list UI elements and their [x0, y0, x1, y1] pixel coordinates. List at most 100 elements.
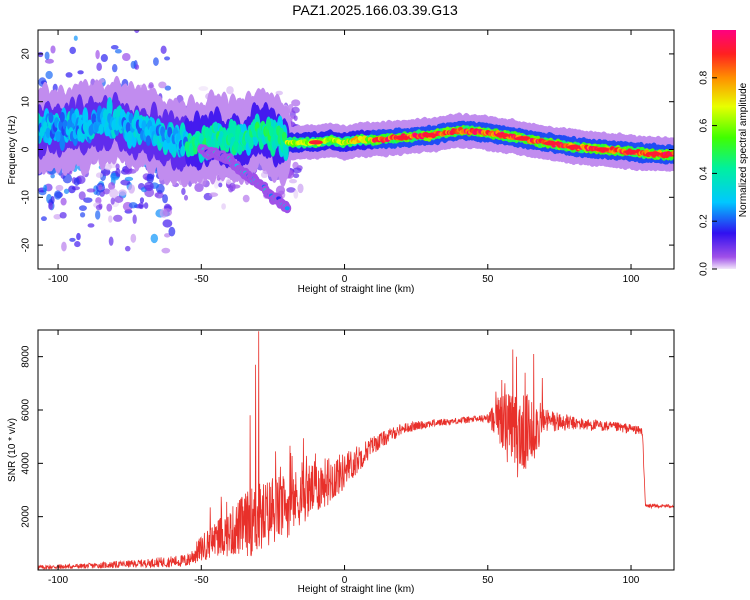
- spectrogram-noise-cell: [221, 203, 226, 210]
- spectrogram-ridge-cell: [127, 130, 133, 142]
- spectrogram-noise-cell: [162, 208, 172, 217]
- spectrogram-noise-cell: [292, 167, 302, 174]
- colorbar-tick-label: 0.2: [699, 214, 710, 228]
- spectrogram-peak-cell: [394, 135, 409, 140]
- spectrogram-noise-cell: [122, 52, 131, 62]
- spectrogram-noise-cell: [208, 192, 219, 197]
- spectrogram-ridge-cell: [48, 112, 54, 123]
- spectrogram-noise-cell: [98, 184, 103, 191]
- spectrogram-ridge-cell: [213, 121, 219, 133]
- colorbar-tick-label: 0.6: [699, 118, 710, 132]
- spectrogram-peak-cell: [566, 144, 581, 150]
- spectrogram-noise-cell: [289, 179, 298, 184]
- spectrogram-ridge-cell: [233, 140, 239, 152]
- spectrogram-ridge-cell: [281, 131, 287, 143]
- spectrogram-x-label: Height of straight line (km): [298, 284, 415, 295]
- spectrogram-noise-cell: [214, 181, 219, 189]
- spectrogram-noise-cell: [194, 182, 204, 193]
- snr-x-ticks: -100 -50 0 50 100: [48, 330, 640, 586]
- spectrogram-noise-cell: [146, 173, 154, 184]
- spectrogram-noise-cell: [292, 173, 300, 179]
- spectrogram-noise-cell: [124, 245, 131, 252]
- spectrogram-noise-cell: [230, 184, 241, 189]
- spectrogram-noise-cell: [168, 226, 176, 237]
- spectrogram-noise-cell: [110, 197, 115, 205]
- spectrogram-noise-cell: [226, 86, 234, 95]
- spectrogram-peak-cell: [515, 136, 530, 141]
- spectrogram-noise-cell: [108, 182, 116, 191]
- spectrogram-ridge-cell: [125, 122, 131, 133]
- spectrogram-peak-cell: [624, 149, 639, 155]
- spectrogram-noise-cell: [158, 81, 167, 89]
- spectrogram-ridge-cell: [168, 142, 174, 154]
- spectrogram-noise-cell: [76, 232, 81, 241]
- spectrogram-noise-cell: [292, 161, 299, 170]
- spectrogram-noise-cell: [115, 163, 120, 170]
- spectrogram-noise-cell: [78, 205, 87, 211]
- colorbar-tick-label: 0.0: [699, 262, 710, 276]
- spectrogram-noise-cell: [114, 49, 122, 54]
- spectrogram-noise-cell: [104, 163, 112, 171]
- spectrogram-y-label: Frequency (Hz): [7, 116, 18, 185]
- spectrogram-noise-cell: [38, 51, 44, 58]
- spectrogram-noise-cell: [108, 215, 113, 223]
- spectrogram-noise-cell: [128, 184, 135, 194]
- snr-y-ticks: 2000 4000 6000 8000: [21, 345, 674, 528]
- spectrogram-noise-cell: [115, 168, 121, 177]
- spectrogram-noise-cell: [124, 176, 134, 182]
- colorbar-tick-label: 0.4: [699, 166, 710, 180]
- spectrogram-y-ticks: -20 -10 0 10 20: [21, 48, 674, 252]
- spectrogram-noise-cell: [242, 194, 250, 203]
- spectrogram-noise-cell: [95, 210, 101, 220]
- spectrogram-noise-cell: [95, 49, 100, 60]
- spectrogram-noise-cell: [138, 202, 144, 210]
- spectrogram-noise-cell: [86, 188, 96, 193]
- spectrogram-noise-cell: [144, 181, 154, 192]
- spectrogram-noise-cell: [59, 211, 67, 219]
- spectrogram-noise-cell: [53, 190, 62, 200]
- snr-series-line: [38, 331, 674, 570]
- spectrogram-y-tick-label: -10: [21, 190, 32, 205]
- snr-y-label: SNR (10 * v/v): [7, 418, 18, 482]
- spectrogram-noise-cell: [79, 212, 86, 218]
- spectrogram-noise-cell: [161, 247, 171, 254]
- spectrogram-noise-cell: [69, 46, 76, 55]
- spectrogram-noise-cell: [48, 202, 53, 210]
- spectrogram-noise-cell: [293, 189, 299, 199]
- snr-y-tick-label: 4000: [21, 452, 32, 475]
- spectrogram-noise-cell: [181, 187, 186, 196]
- spectrogram-noise-cell: [130, 233, 137, 243]
- spectrogram-peak-cell: [543, 141, 558, 146]
- spectrogram-noise-cell: [44, 58, 54, 64]
- spectrogram-ridge-cell: [71, 112, 77, 124]
- spectrogram-noise-cell: [143, 202, 149, 209]
- spectrogram-noise-cell: [44, 51, 50, 60]
- snr-x-tick-label: -100: [48, 575, 68, 586]
- spectrogram-ridge-cell: [106, 97, 113, 118]
- spectrogram-y-tick-label: 0: [21, 146, 32, 152]
- spectrogram-noise-cell: [162, 194, 168, 204]
- spectrogram-noise-cell: [53, 213, 62, 220]
- spectrogram-ridge2-cell: [284, 206, 290, 211]
- spectrogram-noise-cell: [45, 70, 53, 80]
- colorbar: 0.0 0.2 0.4 0.6 0.8 Normalized spectral ampl…: [699, 30, 749, 276]
- snr-x-tick-label: 0: [342, 575, 348, 586]
- snr-y-tick-label: 2000: [21, 505, 32, 528]
- spectrogram-noise-cell: [150, 233, 159, 244]
- spectrogram-peak-cell: [308, 140, 323, 145]
- spectrogram-x-tick-label: 100: [623, 274, 640, 285]
- spectrogram-noise-cell: [50, 45, 56, 54]
- spectrogram-peak-cell: [423, 132, 438, 138]
- spectrogram-ridge-cell: [98, 124, 104, 135]
- spectrogram-noise-cell: [148, 82, 154, 89]
- spectrogram-noise-cell: [162, 219, 173, 228]
- spectrogram-noise-cell: [291, 99, 301, 107]
- spectrogram-noise-cell: [128, 202, 138, 209]
- spectrogram-noise-cell: [73, 177, 80, 186]
- spectrogram-peak-cell: [495, 132, 510, 138]
- spectrogram-noise-cell: [62, 173, 73, 184]
- spectrogram-noise-cell: [96, 62, 102, 72]
- spectrogram-ridge-cell: [145, 135, 151, 146]
